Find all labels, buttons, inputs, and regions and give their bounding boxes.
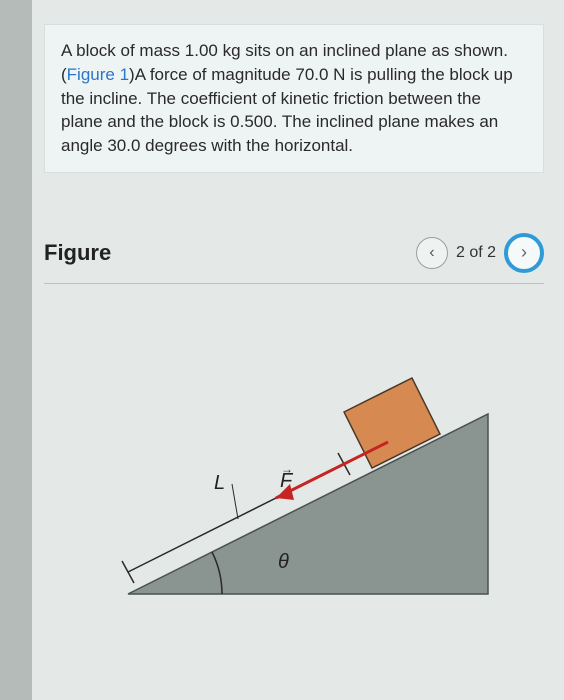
figure-pager: ‹ 2 of 2 › <box>416 233 544 273</box>
label-f-vector: → <box>281 462 293 476</box>
diagram: L → F θ <box>88 344 508 624</box>
page-container: A block of mass 1.00 kg sits on an incli… <box>32 0 564 700</box>
figure-header: Figure ‹ 2 of 2 › <box>44 233 544 284</box>
label-theta: θ <box>278 551 289 574</box>
chevron-right-icon: › <box>521 242 527 263</box>
problem-text-after: )A force of magnitude 70.0 N is pulling … <box>61 65 513 155</box>
pager-prev-button[interactable]: ‹ <box>416 237 448 269</box>
figure-link[interactable]: Figure 1 <box>67 65 129 84</box>
pager-text: 2 of 2 <box>456 244 496 262</box>
label-f: → F <box>280 470 292 493</box>
chevron-left-icon: ‹ <box>429 244 434 262</box>
l-leader <box>232 484 238 519</box>
diagram-svg <box>88 344 508 624</box>
incline-triangle <box>128 414 488 594</box>
length-tick-left <box>122 561 134 583</box>
problem-statement: A block of mass 1.00 kg sits on an incli… <box>44 24 544 173</box>
label-l: L <box>214 472 225 495</box>
figure-title: Figure <box>44 240 111 266</box>
pager-next-button[interactable]: › <box>504 233 544 273</box>
